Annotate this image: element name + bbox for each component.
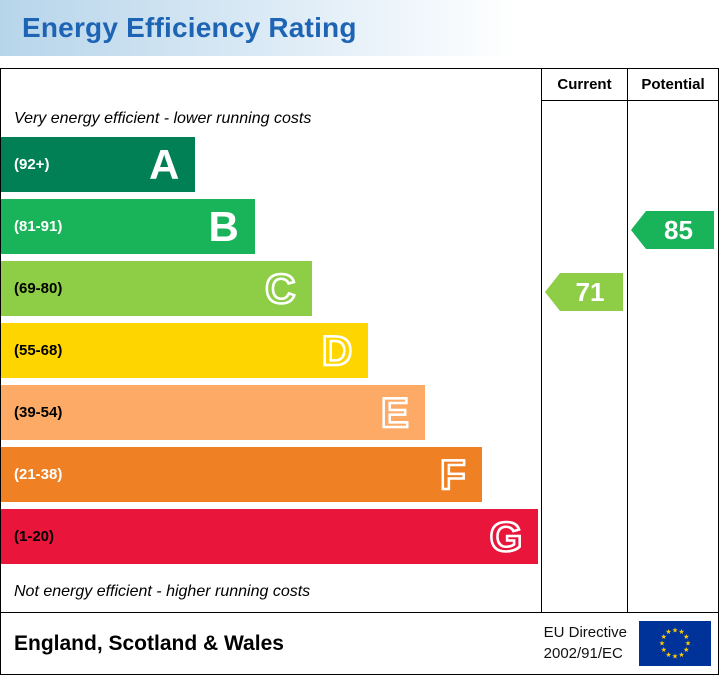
svg-text:★: ★ [665,651,671,659]
current-column-header: Current [541,69,627,101]
band-bar-d: (55-68) D [1,323,369,378]
band-range-label: (1-20) [14,528,55,545]
potential-column-header: Potential [627,69,718,101]
current-column: 71 [541,101,627,612]
epc-chart: Current Potential Very energy efficient … [0,68,719,675]
band-bar-f: (21-38) F [1,447,482,502]
band-range-label: (39-54) [14,404,63,421]
eu-directive-line1: EU Directive [543,624,627,642]
band-chart-area: Very energy efficient - lower running co… [1,101,541,612]
footer-bar: England, Scotland & Wales EU Directive 2… [1,612,718,674]
band-range-label: (21-38) [14,466,63,483]
band-letter: C [264,264,297,312]
svg-text:★: ★ [672,653,678,661]
band-range-label: (81-91) [14,218,63,235]
top-note: Very energy efficient - lower running co… [14,110,312,127]
region-label: England, Scotland & Wales [14,631,284,655]
svg-text:★: ★ [678,651,684,659]
band-row-f: (21-38) F [1,447,541,502]
band-bar-b: (81-91) B [1,199,255,254]
eu-directive-label: EU Directive 2002/91/EC [544,623,627,664]
svg-text:★: ★ [683,633,689,641]
potential-rating-arrow: 85 [631,211,714,249]
svg-text:★: ★ [685,640,691,648]
svg-text:★: ★ [678,628,684,636]
svg-text:★: ★ [672,627,678,635]
band-range-label: (55-68) [14,342,63,359]
band-bar-a: (92+) A [1,137,196,192]
svg-text:★: ★ [665,628,671,636]
svg-text:★: ★ [661,633,667,641]
band-range-label: (69-80) [14,280,63,297]
corner-cell [1,69,541,101]
bottom-note: Not energy efficient - higher running co… [14,582,311,600]
band-row-b: (81-91) B [1,199,541,254]
svg-text:★: ★ [683,646,689,654]
svg-text:★: ★ [661,646,667,654]
band-letter: G [488,512,523,560]
potential-column: 85 [627,101,718,612]
page-title: Energy Efficiency Rating [22,12,357,43]
header-banner: Energy Efficiency Rating [0,0,719,56]
band-bar-g: (1-20) G [1,509,539,564]
band-letter: B [208,202,239,250]
current-rating-arrow: 71 [545,273,623,311]
band-row-a: (92+) A [1,137,541,192]
band-row-d: (55-68) D [1,323,541,378]
band-row-g: (1-20) G [1,509,541,564]
band-letter: A [149,140,180,188]
band-row-e: (39-54) E [1,385,541,440]
band-bar-c: (69-80) C [1,261,312,316]
eu-flag-icon: ★ ★ ★ ★ ★ ★ ★ ★ ★ ★ ★ ★ [639,621,711,666]
band-bar-e: (39-54) E [1,385,425,440]
current-rating-value: 71 [575,276,605,307]
band-letter: F [439,450,467,498]
band-letter: E [380,388,411,436]
band-range-label: (92+) [14,156,50,173]
potential-rating-value: 85 [664,214,693,245]
svg-text:★: ★ [659,640,665,648]
eu-directive-line2: 2002/91/EC [543,644,623,662]
band-row-c: (69-80) C [1,261,541,316]
band-letter: D [321,326,354,374]
epc-table: Current Potential Very energy efficient … [1,69,718,612]
